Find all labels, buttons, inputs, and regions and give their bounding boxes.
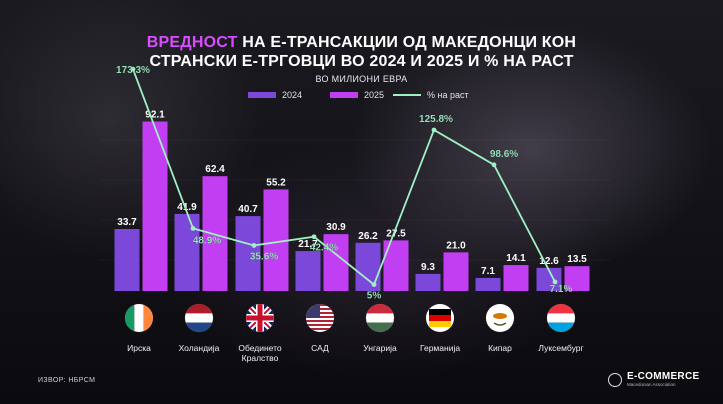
country-label: Ирска — [127, 343, 151, 353]
data-label-2025: 55.2 — [266, 177, 286, 188]
title-line-1: ВРЕДНОСТ НА Е-ТРАНСАКЦИИ ОД МАКЕДОНЦИ КО… — [0, 33, 723, 52]
bar-2024 — [295, 251, 321, 291]
bar-2025 — [443, 252, 469, 291]
ireland-flag — [125, 304, 153, 332]
cyprus-flag — [486, 304, 514, 332]
data-label-2025: 14.1 — [506, 253, 526, 264]
growth-point — [251, 243, 257, 248]
legend-item-growth: % на раст — [393, 90, 469, 100]
growth-point — [371, 282, 377, 287]
flag-border — [184, 303, 214, 333]
brand-logo-icon — [608, 373, 622, 387]
flag-border — [546, 303, 576, 333]
bar-2024 — [415, 273, 441, 291]
country-label: Кипар — [488, 343, 512, 353]
data-label-2024: 9.3 — [421, 262, 435, 273]
chart-title: ВРЕДНОСТ НА Е-ТРАНСАКЦИИ ОД МАКЕДОНЦИ КО… — [0, 33, 723, 71]
growth-label: 7.1% — [550, 284, 573, 295]
bar-2024 — [235, 216, 261, 291]
legend-swatch-2025 — [330, 92, 358, 98]
data-label-2024: 26.2 — [358, 231, 378, 242]
data-label-2024: 40.7 — [238, 204, 258, 215]
flag-border — [365, 303, 395, 333]
growth-label: 98.6% — [490, 149, 518, 160]
growth-label: 35.6% — [250, 251, 278, 262]
bar-2024 — [536, 267, 562, 291]
legend-line-growth — [393, 94, 421, 96]
data-label-2025: 13.5 — [567, 254, 587, 265]
legend-item-2025: 2025 — [330, 90, 384, 100]
data-label-2024: 41.9 — [177, 202, 197, 213]
flag-border — [305, 303, 335, 333]
legend: 2024 2025 % на раст — [0, 90, 723, 104]
netherlands-flag — [185, 304, 213, 332]
growth-point — [311, 234, 317, 240]
legend-label-2024: 2024 — [282, 90, 303, 100]
brand-name: E-COMMERCE — [627, 371, 700, 382]
growth-label: 5% — [367, 291, 382, 302]
bar-2025 — [564, 266, 590, 291]
brand-subtitle: Macedonian Association — [627, 382, 676, 387]
data-label-2025: 27.5 — [386, 228, 406, 239]
bar-2024 — [114, 228, 140, 291]
title-line-2: СТРАНСКИ Е-ТРГОВЦИ ВО 2024 И 2025 И % НА… — [149, 53, 574, 70]
title-line-1-rest: НА Е-ТРАНСАКЦИИ ОД МАКЕДОНЦИ КОН — [237, 34, 577, 51]
bar-2024 — [475, 277, 501, 291]
legend-swatch-2024 — [248, 92, 276, 98]
legend-label-growth: % на раст — [427, 90, 469, 100]
uk-flag — [246, 304, 274, 332]
country-label: Обединето — [238, 343, 282, 353]
brand: E-COMMERCE Macedonian Association — [608, 372, 699, 388]
bar-2024 — [355, 242, 381, 291]
data-label-2024: 21.7 — [298, 239, 318, 250]
bar-2025 — [503, 265, 529, 291]
growth-label: 42.4% — [310, 243, 338, 254]
bar-2025 — [202, 176, 228, 291]
data-label-2025: 92.1 — [145, 110, 165, 121]
growth-label: 48.9% — [193, 235, 221, 246]
source-note: ИЗВОР: НБРСМ — [38, 377, 96, 384]
germany-flag — [426, 304, 454, 332]
country-label: Кралство — [242, 353, 279, 363]
country-label: Германија — [420, 343, 460, 353]
data-label-2024: 33.7 — [117, 217, 137, 228]
growth-label: 173.3% — [116, 65, 150, 76]
growth-line — [132, 68, 556, 287]
data-label-2025: 62.4 — [205, 164, 225, 175]
title-accent: ВРЕДНОСТ — [146, 34, 238, 51]
flag-border — [485, 303, 515, 333]
flag-border — [425, 303, 455, 333]
usa-flag — [306, 304, 334, 332]
growth-label: 125.8% — [419, 114, 453, 125]
bar-2025 — [323, 234, 349, 291]
bar-2024 — [174, 213, 200, 291]
data-label-2025: 30.9 — [326, 222, 346, 233]
luxembourg-flag — [547, 304, 575, 332]
flag-border — [124, 303, 154, 333]
bar-2025 — [142, 121, 168, 291]
flag-border — [245, 303, 275, 333]
hungary-flag — [366, 304, 394, 332]
country-label: САД — [311, 343, 329, 353]
growth-point — [130, 66, 136, 72]
country-label: Луксембург — [538, 343, 583, 353]
legend-item-2024: 2024 — [248, 90, 302, 100]
data-label-2024: 12.6 — [539, 256, 559, 267]
growth-point — [552, 279, 558, 285]
chart-subtitle: ВО МИЛИОНИ ЕВРА — [315, 74, 408, 84]
country-label: Холандија — [179, 343, 220, 353]
growth-point — [431, 127, 437, 133]
growth-point — [190, 226, 196, 231]
growth-point — [491, 162, 497, 168]
country-label: Унгарија — [363, 343, 397, 353]
data-label-2025: 21.0 — [446, 240, 466, 251]
legend-label-2025: 2025 — [364, 90, 385, 100]
data-label-2024: 7.1 — [481, 266, 495, 277]
